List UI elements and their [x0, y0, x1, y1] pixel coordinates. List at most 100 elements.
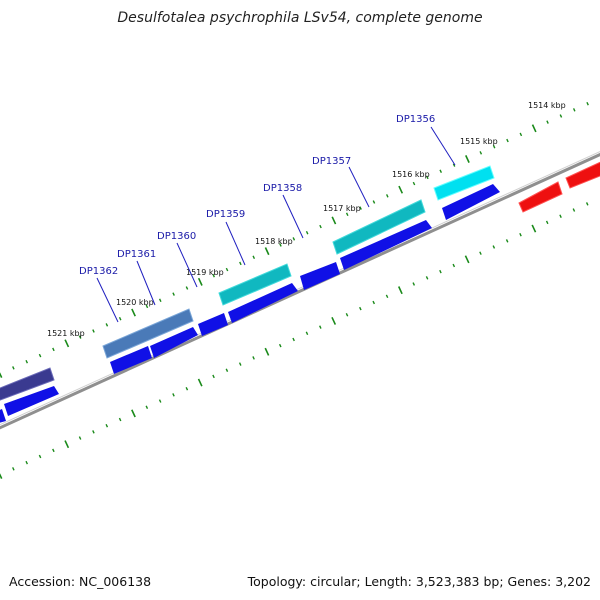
tick-track-inner: [0, 202, 589, 479]
inner-tick: [331, 316, 337, 325]
outer-tick: [385, 194, 389, 198]
inner-tick: [292, 337, 295, 342]
outer-tick: [305, 230, 309, 235]
gene-arrow-fwd-3[interactable]: [300, 262, 340, 290]
outer-tick: [225, 267, 229, 272]
scale-label-1517: 1517 kbp: [323, 204, 361, 213]
outer-tick: [439, 169, 443, 174]
genome-info-text: Topology: circular; Length: 3,523,383 bp…: [247, 574, 591, 589]
outer-tick: [64, 339, 70, 348]
inner-tick: [118, 417, 122, 422]
outer-tick: [359, 206, 362, 210]
inner-tick: [519, 232, 522, 237]
inner-tick: [52, 448, 55, 453]
outer-tick: [465, 155, 470, 163]
gene-arrow-rev-2[interactable]: [565, 160, 600, 189]
scale-label-1514: 1514 kbp: [528, 101, 566, 110]
gene-arrow-fwd-7[interactable]: [110, 346, 152, 374]
gene-arrow-fwd-9[interactable]: [0, 409, 6, 424]
inner-tick: [492, 245, 496, 249]
gene-arrow-rev-1[interactable]: [518, 181, 563, 213]
outer-tick: [118, 316, 122, 321]
inner-tick: [145, 405, 149, 409]
cog-block-dp1356[interactable]: [433, 165, 495, 201]
gene-label-dp1362[interactable]: DP1362: [79, 266, 118, 277]
label-connectors: [96, 126, 456, 323]
inner-tick: [464, 255, 470, 264]
inner-tick: [572, 208, 576, 212]
cog-block-dp1359[interactable]: [218, 263, 292, 306]
page-title: Desulfotalea psychrophila LSv54, complet…: [117, 10, 483, 26]
gene-arrow-fwd-4[interactable]: [228, 283, 298, 323]
outer-tick: [212, 273, 215, 278]
gene-label-dp1361[interactable]: DP1361: [117, 249, 156, 260]
gene-arrow-fwd-2[interactable]: [340, 220, 432, 270]
outer-tick: [197, 277, 203, 286]
outer-tick: [452, 163, 456, 167]
gene-arrow-fwd-8[interactable]: [4, 386, 59, 416]
gene-label-dp1359[interactable]: DP1359: [206, 209, 245, 220]
scale-label-1519: 1519 kbp: [186, 268, 224, 277]
gene-label-dp1357[interactable]: DP1357: [312, 156, 351, 167]
inner-tick: [305, 331, 309, 336]
outer-tick: [145, 304, 149, 309]
outer-tick: [572, 108, 576, 112]
inner-tick: [359, 306, 362, 311]
inner-tick: [264, 347, 270, 356]
inner-tick: [105, 423, 109, 428]
scale-label-1521: 1521 kbp: [47, 329, 85, 338]
outer-tick: [412, 181, 416, 186]
inner-tick: [505, 239, 509, 243]
inner-tick: [585, 202, 589, 206]
inner-tick: [78, 436, 82, 440]
outer-tick: [239, 261, 242, 266]
cog-block-partial[interactable]: [0, 367, 55, 402]
outer-tick: [38, 353, 42, 358]
inner-tick: [92, 430, 95, 434]
inner-tick: [12, 467, 15, 471]
outer-tick: [25, 359, 29, 364]
inner-tick: [397, 286, 403, 295]
inner-tick: [531, 224, 537, 233]
outer-tick: [131, 308, 136, 317]
outer-tick: [506, 138, 509, 143]
inner-tick: [319, 325, 322, 329]
inner-tick: [412, 282, 416, 286]
inner-tick: [278, 343, 282, 348]
inner-tick: [185, 386, 189, 391]
outer-tick: [546, 120, 549, 124]
outer-tick: [345, 212, 349, 217]
outer-tick: [519, 132, 523, 137]
outer-tick: [279, 243, 282, 247]
outer-tick: [105, 323, 109, 327]
inner-tick: [345, 313, 349, 317]
outer-tick: [252, 255, 256, 260]
gene-label-dp1358[interactable]: DP1358: [263, 183, 302, 194]
outer-tick: [331, 216, 337, 225]
inner-tick: [131, 409, 136, 418]
outer-tick: [372, 200, 376, 204]
outer-tick: [319, 224, 322, 229]
cog-block-dp1357[interactable]: [332, 199, 426, 255]
inner-tick: [0, 473, 3, 479]
gene-arrow-fwd-1[interactable]: [442, 184, 500, 220]
outer-tick: [92, 329, 95, 333]
outer-tick: [185, 286, 189, 290]
cog-block-dp1361[interactable]: [102, 308, 194, 359]
gene-arrow-fwd-5[interactable]: [198, 313, 228, 336]
inner-tick: [197, 378, 203, 387]
gene-label-dp1356[interactable]: DP1356: [396, 114, 435, 125]
inner-tick: [158, 399, 162, 403]
outer-tick: [398, 185, 404, 194]
outer-tick: [586, 101, 589, 106]
gene-label-dp1360[interactable]: DP1360: [157, 231, 196, 242]
inner-tick: [385, 294, 389, 299]
inner-tick: [425, 276, 429, 280]
outer-tick: [78, 335, 82, 339]
inner-tick: [545, 220, 549, 225]
gene-arrow-fwd-6[interactable]: [150, 327, 198, 358]
inner-tick: [452, 263, 456, 268]
inner-tick: [38, 454, 42, 459]
inner-tick: [479, 251, 482, 255]
